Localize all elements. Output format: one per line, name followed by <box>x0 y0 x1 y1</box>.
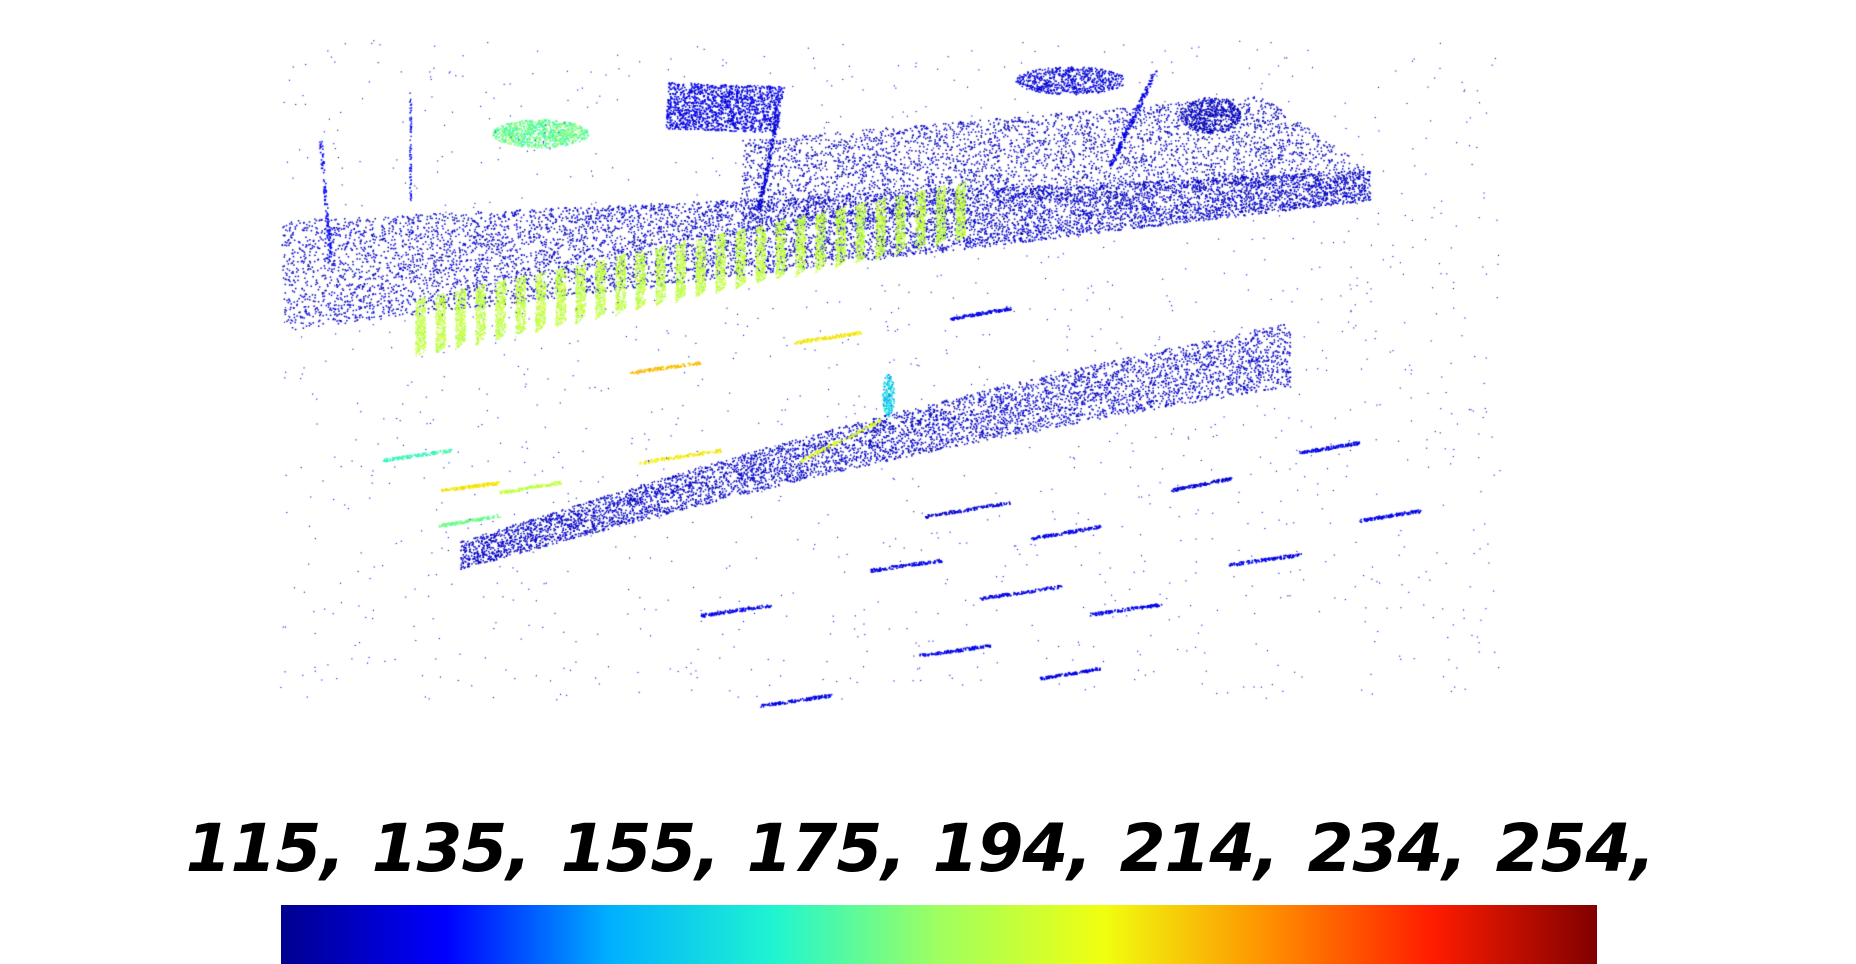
lidar-point-cloud[interactable] <box>0 0 1856 740</box>
point-cloud-viewport[interactable] <box>0 0 1856 740</box>
colorbar-gradient <box>281 905 1597 964</box>
colorbar-tick-label: 135, <box>371 810 532 887</box>
colorbar-tick-label: 214, <box>1119 810 1280 887</box>
colorbar-tick-label: 234, <box>1307 810 1468 887</box>
colorbar-tick-label: 115, <box>185 810 346 887</box>
colorbar-tick-label: 194, <box>932 810 1093 887</box>
colorbar-tick-label: 155, <box>560 810 721 887</box>
colorbar-tick-label: 175, <box>746 810 907 887</box>
colorbar-tick-label: 254, <box>1495 810 1656 887</box>
